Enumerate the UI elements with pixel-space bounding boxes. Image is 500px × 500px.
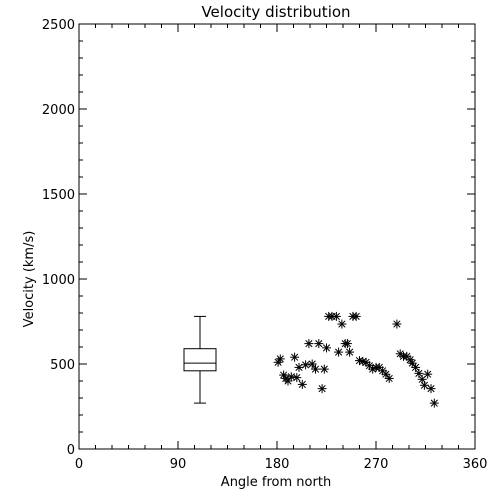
y-tick-label: 1500 bbox=[42, 188, 75, 203]
x-axis-label: Angle from north bbox=[221, 475, 331, 490]
data-point bbox=[345, 347, 355, 357]
data-point bbox=[319, 364, 329, 374]
data-point bbox=[322, 343, 331, 353]
data-point bbox=[307, 359, 317, 369]
data-point bbox=[314, 339, 324, 349]
x-tick-label: 90 bbox=[170, 457, 187, 472]
y-tick-label: 500 bbox=[50, 358, 75, 373]
x-tick-label: 180 bbox=[265, 457, 290, 472]
x-tick-label: 360 bbox=[463, 457, 488, 472]
y-tick-label: 2500 bbox=[42, 18, 75, 33]
x-tick-label: 0 bbox=[75, 457, 83, 472]
data-point bbox=[311, 364, 320, 374]
data-point bbox=[419, 380, 429, 390]
data-point bbox=[429, 398, 439, 408]
plot-frame bbox=[78, 23, 476, 450]
data-point bbox=[294, 362, 304, 372]
y-tick-label: 2000 bbox=[42, 103, 75, 118]
data-point bbox=[423, 369, 433, 379]
scatter-points bbox=[273, 311, 439, 408]
boxplot bbox=[183, 315, 217, 404]
data-point bbox=[290, 352, 300, 362]
axis-ticks: 0 90 180 270 360 0 500 1000 1500 2000 2500 bbox=[42, 18, 488, 472]
data-point bbox=[342, 339, 352, 349]
data-point bbox=[426, 384, 436, 394]
data-point bbox=[334, 347, 344, 357]
data-point bbox=[273, 357, 283, 367]
data-point bbox=[317, 384, 327, 394]
data-point bbox=[301, 360, 311, 370]
data-point bbox=[392, 319, 402, 329]
data-point bbox=[384, 373, 394, 383]
chart-title: Velocity distribution bbox=[201, 3, 350, 21]
y-tick-label: 1000 bbox=[42, 273, 75, 288]
data-point bbox=[331, 311, 341, 321]
y-axis-label: Velocity (km/s) bbox=[22, 231, 37, 328]
data-point bbox=[292, 373, 302, 383]
y-tick-label: 0 bbox=[67, 443, 75, 458]
data-point bbox=[351, 311, 361, 321]
boxplot-box bbox=[183, 348, 217, 372]
data-point bbox=[337, 319, 347, 329]
data-point bbox=[304, 339, 314, 349]
x-tick-label: 270 bbox=[364, 457, 389, 472]
data-point bbox=[283, 376, 293, 386]
data-point bbox=[297, 379, 307, 389]
